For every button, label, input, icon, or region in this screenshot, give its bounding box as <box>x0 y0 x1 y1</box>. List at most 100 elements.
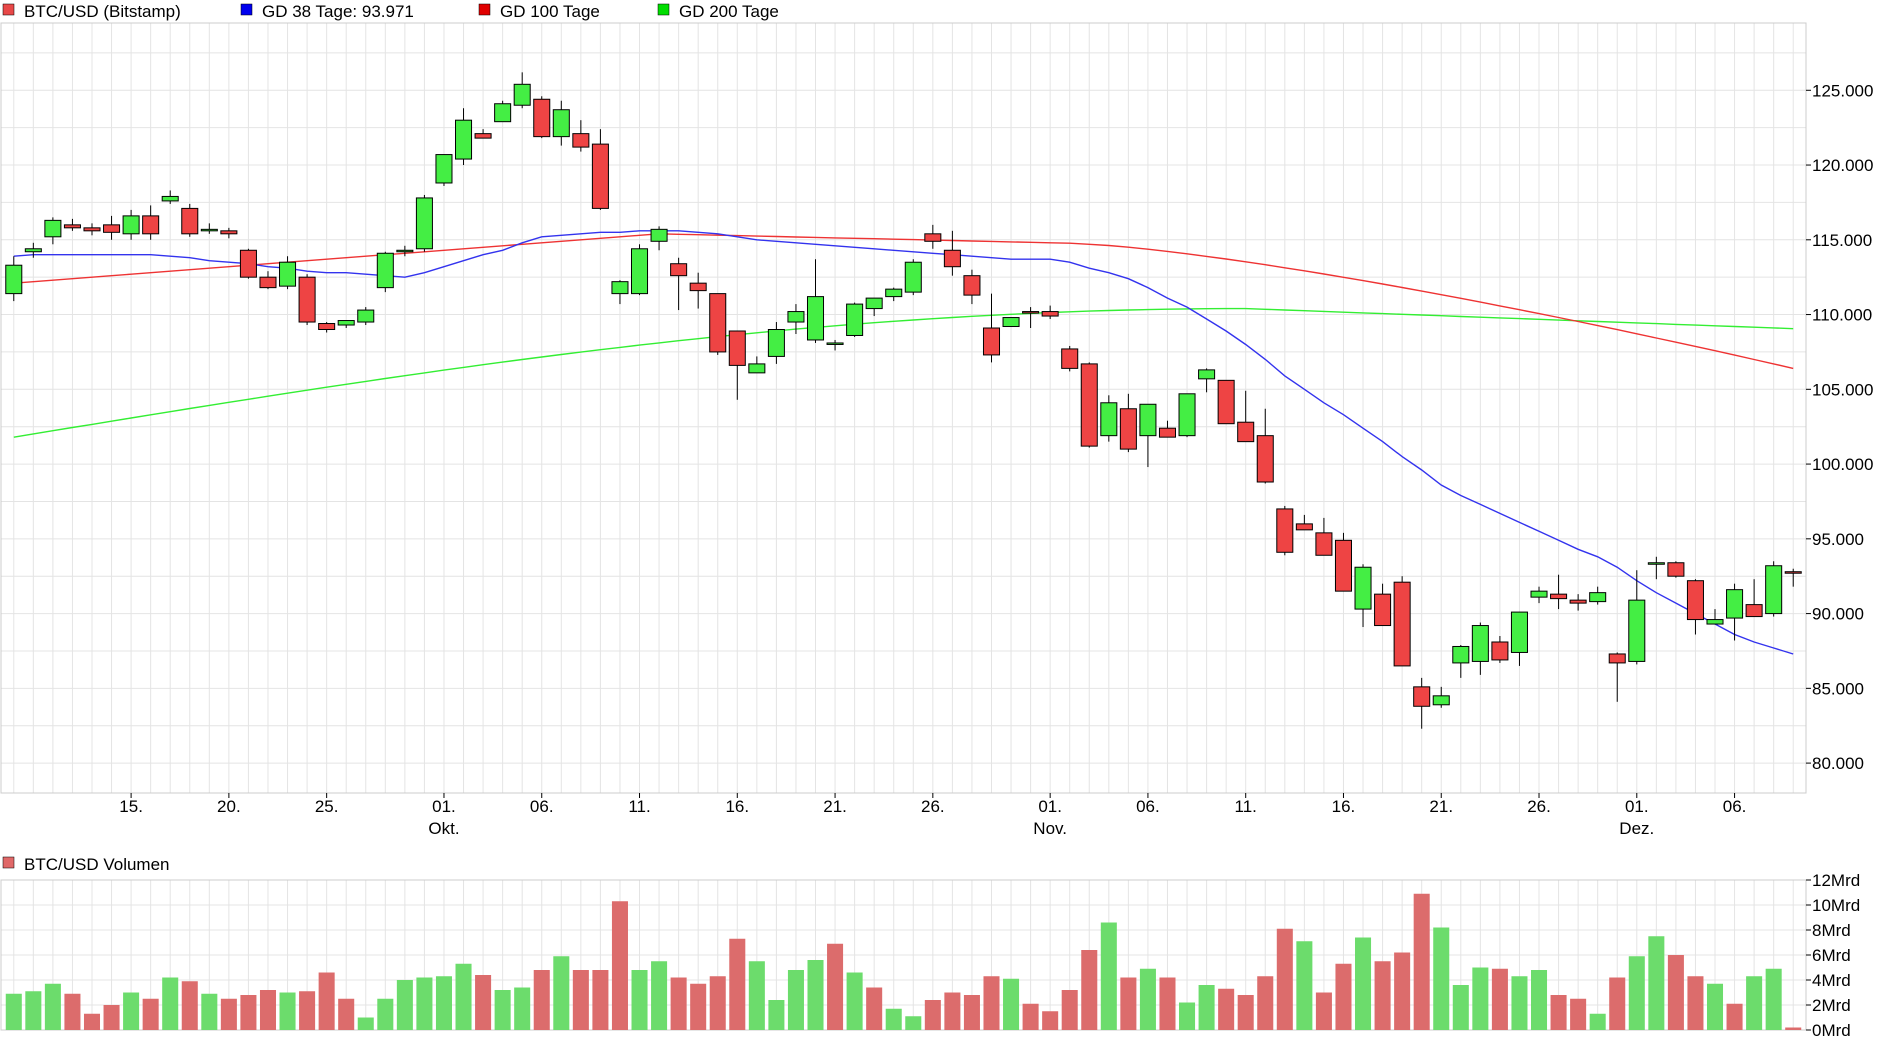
candle <box>435 154 453 186</box>
candle <box>1413 677 1431 729</box>
candle <box>904 259 922 296</box>
candle <box>1295 514 1313 531</box>
ma38-line <box>13 230 1794 655</box>
candle-body-down <box>1608 653 1626 664</box>
volume-bar <box>553 956 570 1030</box>
x-tick-label: 15. <box>119 797 143 816</box>
candle <box>1432 686 1450 708</box>
volume-bar <box>1355 937 1372 1030</box>
candle-body-up <box>122 215 140 235</box>
volume-bar <box>768 1000 785 1030</box>
candle-body-down <box>591 143 609 209</box>
vol-y-tick-label: 12Mrd <box>1812 871 1860 890</box>
candle <box>1628 570 1646 665</box>
volume-bar <box>259 990 277 1030</box>
legend-swatch-ma100 <box>478 3 491 16</box>
x-tick-label: 21. <box>1429 797 1453 816</box>
volume-bar <box>1628 956 1645 1030</box>
candle-body-down <box>1686 580 1704 621</box>
volume-bar <box>1472 967 1489 1030</box>
candle-body-down <box>259 276 277 289</box>
candle <box>1315 517 1333 556</box>
volume-bar <box>1257 976 1274 1030</box>
candle <box>1178 393 1196 438</box>
candle <box>1765 561 1783 617</box>
candle <box>1374 583 1392 627</box>
volume-bar <box>866 987 883 1030</box>
x-tick-month-label: Okt. <box>428 819 459 838</box>
volume-bar <box>1530 970 1548 1030</box>
candle <box>24 242 42 258</box>
candle-body-up <box>376 252 394 289</box>
candle <box>1237 390 1255 443</box>
volume-bar <box>1648 936 1665 1030</box>
volume-bar <box>396 980 413 1030</box>
candle <box>298 274 316 326</box>
volume-bars <box>5 893 1802 1030</box>
volume-bar <box>1120 977 1137 1030</box>
candle <box>1706 609 1724 625</box>
candle <box>1139 403 1157 468</box>
candle-body-down <box>963 275 981 296</box>
volume-bar <box>1609 977 1626 1030</box>
x-tick-label: 26. <box>921 797 945 816</box>
candle <box>806 259 825 343</box>
volume-bar <box>435 976 452 1030</box>
candle <box>1061 345 1079 372</box>
volume-bar <box>416 977 433 1030</box>
vol-y-tick-label: 2Mrd <box>1812 996 1851 1015</box>
candle-body-up <box>396 249 414 253</box>
volume-bar <box>1687 976 1704 1030</box>
x-tick-label: 11. <box>1235 797 1257 816</box>
volume-bar <box>1785 1027 1802 1030</box>
candle-body-up <box>24 248 42 253</box>
x-tick-label: 20. <box>217 797 241 816</box>
candle-body-down <box>239 249 257 278</box>
volume-bar <box>690 983 707 1030</box>
candle <box>200 223 218 234</box>
candle-body-up <box>748 363 766 374</box>
price-plot-frame <box>0 22 1807 794</box>
candle <box>1354 564 1372 628</box>
volume-bar <box>1511 976 1528 1030</box>
candle-body-down <box>181 207 199 235</box>
candle-body-down <box>1237 421 1255 443</box>
volume-bar <box>846 972 863 1030</box>
volume-bar <box>963 995 980 1030</box>
candle-body-down <box>1256 435 1274 483</box>
y-tick-label: 115.000 <box>1812 231 1872 250</box>
candle <box>982 293 1001 363</box>
y-tick-label: 100.000 <box>1812 455 1873 474</box>
candle <box>1100 395 1118 442</box>
candle-body-up <box>279 261 297 287</box>
x-tick-label: 01. <box>1625 797 1649 816</box>
candle-body-up <box>885 288 903 298</box>
candle <box>963 269 981 305</box>
x-tick-label: 16. <box>725 797 749 816</box>
y-tick-label: 110.000 <box>1812 306 1872 325</box>
candle <box>1550 574 1568 610</box>
x-tick-month-label: Dez. <box>1619 819 1654 838</box>
candle <box>572 120 590 152</box>
vol-y-tick-label: 10Mrd <box>1812 896 1860 915</box>
volume-bar <box>1433 927 1450 1030</box>
candle-body-down <box>1334 539 1352 592</box>
candle <box>650 226 668 251</box>
volume-bar <box>885 1008 902 1030</box>
volume-bar <box>83 1013 101 1030</box>
volume-bar <box>611 901 628 1030</box>
candle <box>181 203 199 237</box>
volume-y-axis: 0Mrd 2Mrd 4Mrd 6Mrd 8Mrd 10Mrd 12Mrd <box>1806 871 1860 1040</box>
legend-label-volume: BTC/USD Volumen <box>24 855 170 874</box>
candle-body-down <box>63 224 81 229</box>
volume-bar <box>377 998 394 1030</box>
ma200-line <box>13 307 1794 438</box>
candle <box>885 287 903 302</box>
volume-bar <box>494 990 511 1030</box>
candle <box>1393 576 1411 667</box>
candle-body-down <box>220 230 238 235</box>
volume-bar <box>1746 976 1763 1030</box>
candle-body-down <box>142 215 160 235</box>
volume-bar <box>123 992 140 1030</box>
